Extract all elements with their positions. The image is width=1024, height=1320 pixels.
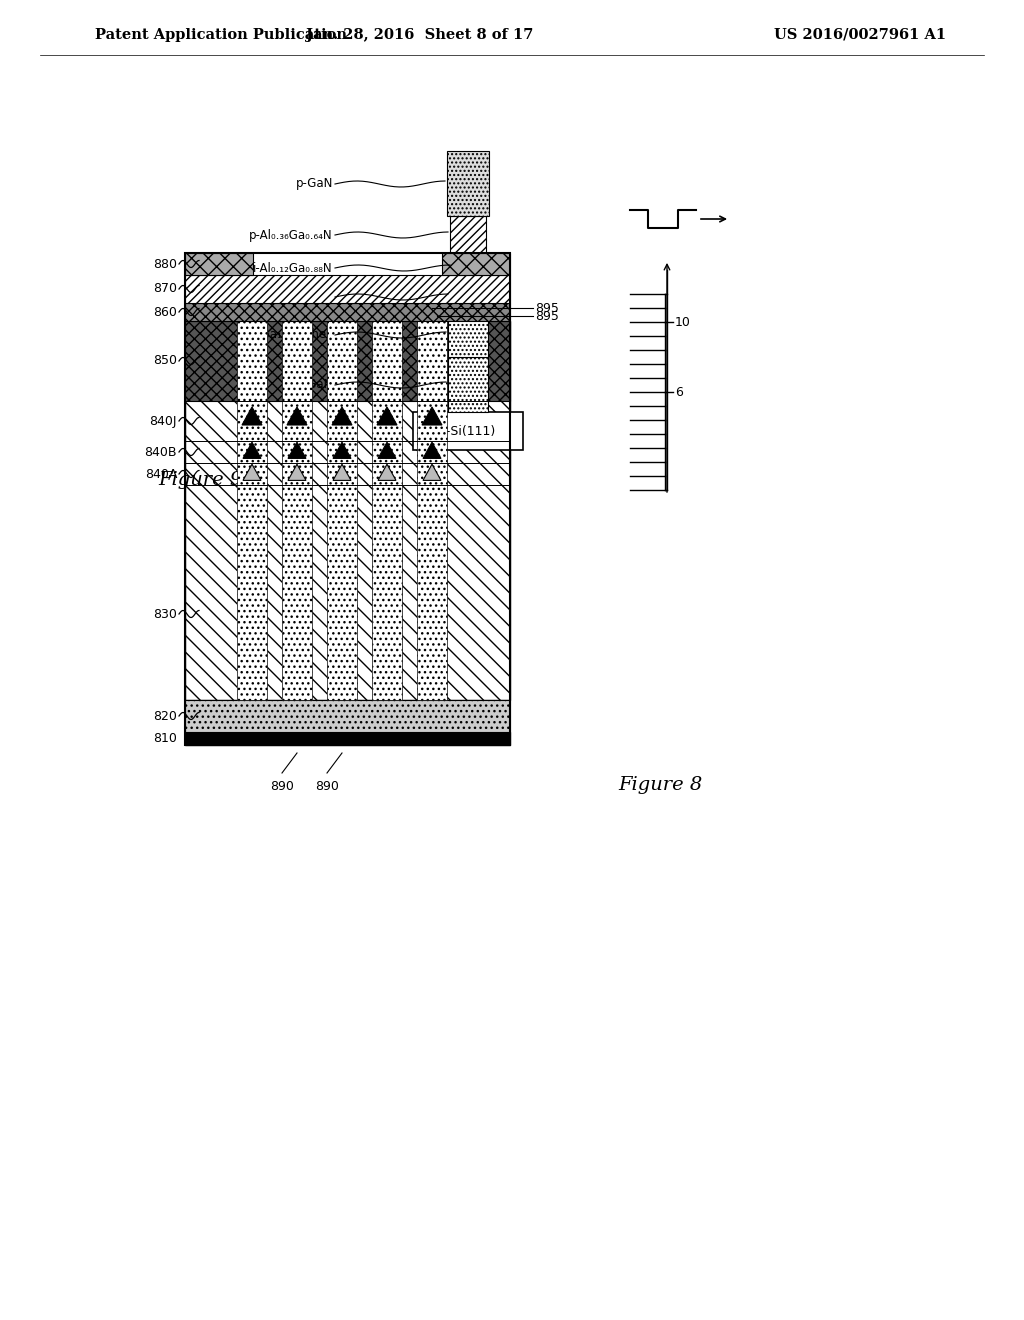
Polygon shape — [243, 465, 261, 480]
Text: 890: 890 — [270, 780, 294, 793]
Bar — [282, 321, 312, 401]
Text: Figure 9: Figure 9 — [158, 471, 242, 488]
Bar — [185, 253, 510, 744]
Text: Jan. 28, 2016  Sheet 8 of 17: Jan. 28, 2016 Sheet 8 of 17 — [306, 28, 534, 42]
Polygon shape — [422, 407, 442, 425]
Text: i-Al₀.₁₂Ga₀.₈₈N: i-Al₀.₁₂Ga₀.₈₈N — [253, 261, 333, 275]
Bar — [327, 321, 357, 401]
Bar — [417, 321, 447, 401]
Bar — [185, 304, 510, 321]
Polygon shape — [378, 465, 396, 480]
Bar — [372, 321, 402, 700]
Bar — [327, 321, 357, 700]
Text: p-GaN: p-GaN — [296, 177, 333, 190]
Text: n-Si(111): n-Si(111) — [439, 425, 497, 437]
Polygon shape — [288, 465, 306, 480]
Text: 810: 810 — [154, 733, 177, 746]
Text: 850: 850 — [153, 355, 177, 367]
Polygon shape — [243, 442, 261, 458]
Polygon shape — [333, 465, 351, 480]
Text: n-Al₀.₃₆Ga₀.₆₄N: n-Al₀.₃₆Ga₀.₆₄N — [250, 290, 333, 304]
Polygon shape — [288, 442, 306, 458]
Bar — [417, 321, 447, 700]
Bar — [447, 150, 489, 216]
Bar — [185, 275, 510, 304]
Bar — [185, 253, 253, 275]
Text: 860: 860 — [154, 305, 177, 318]
Text: Figure 8: Figure 8 — [617, 776, 702, 795]
Polygon shape — [287, 407, 307, 425]
Text: 830: 830 — [154, 607, 177, 620]
Bar — [417, 321, 447, 401]
Bar — [449, 356, 488, 412]
Text: 10: 10 — [675, 315, 691, 329]
Text: 890: 890 — [315, 780, 339, 793]
Polygon shape — [242, 407, 262, 425]
Bar — [237, 321, 267, 700]
Text: Patent Application Publication: Patent Application Publication — [95, 28, 347, 42]
Bar — [442, 253, 510, 275]
Bar — [417, 321, 447, 700]
Bar — [372, 321, 402, 700]
Text: 895: 895 — [535, 301, 559, 314]
Bar — [449, 312, 488, 356]
Text: 820: 820 — [154, 710, 177, 722]
Bar — [237, 321, 267, 700]
Text: 870: 870 — [153, 282, 177, 296]
Bar — [372, 321, 402, 401]
Bar — [372, 321, 402, 401]
Bar — [452, 253, 484, 282]
Polygon shape — [423, 465, 441, 480]
Polygon shape — [378, 442, 396, 458]
Bar — [237, 321, 267, 401]
Bar — [327, 321, 357, 401]
Bar — [185, 700, 510, 733]
Text: AlₓGa₁-ₓN Shell: AlₓGa₁-ₓN Shell — [244, 329, 333, 342]
Polygon shape — [333, 442, 351, 458]
Text: 840A: 840A — [144, 467, 177, 480]
Text: 840J: 840J — [150, 414, 177, 428]
Polygon shape — [377, 407, 397, 425]
Text: US 2016/0027961 A1: US 2016/0027961 A1 — [774, 28, 946, 42]
Text: p-Al₀.₃₆Ga₀.₆₄N: p-Al₀.₃₆Ga₀.₆₄N — [250, 228, 333, 242]
Bar — [185, 733, 510, 744]
Bar — [450, 216, 486, 253]
Bar — [185, 321, 510, 700]
Text: 840B: 840B — [144, 446, 177, 458]
Bar — [185, 321, 510, 401]
Polygon shape — [332, 407, 352, 425]
Text: n-GaN: n-GaN — [296, 379, 333, 392]
Bar — [282, 321, 312, 700]
Text: 895: 895 — [535, 309, 559, 322]
Bar — [282, 321, 312, 700]
Text: 6: 6 — [675, 385, 683, 399]
Bar — [327, 321, 357, 700]
Text: 880: 880 — [153, 257, 177, 271]
Bar — [282, 321, 312, 401]
Bar — [237, 321, 267, 401]
Bar — [413, 412, 523, 450]
Bar — [450, 282, 486, 312]
Polygon shape — [423, 442, 441, 458]
